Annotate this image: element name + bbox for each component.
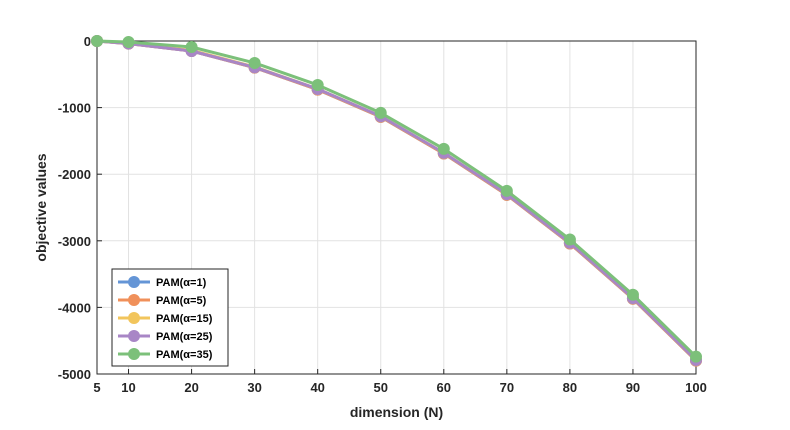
legend-label: PAM(α=15)	[156, 313, 213, 325]
legend-swatch-marker	[128, 276, 140, 288]
legend-swatch-marker	[128, 312, 140, 324]
legend-swatch-marker	[128, 330, 140, 342]
legend-item: PAM(α=5)	[118, 294, 207, 307]
y-tick-label: -4000	[58, 300, 91, 315]
y-tick-label: -2000	[58, 167, 91, 182]
x-tick-label: 10	[121, 380, 135, 395]
x-tick-label: 90	[626, 380, 640, 395]
legend-item: PAM(α=1)	[118, 276, 207, 289]
x-tick-label: 40	[310, 380, 324, 395]
x-axis-label: dimension (N)	[350, 404, 443, 420]
plot-frame	[96, 40, 697, 375]
data-point	[690, 350, 702, 363]
y-tick-label: -5000	[58, 367, 91, 382]
y-tick-label: -3000	[58, 234, 91, 249]
data-point	[374, 106, 387, 119]
data-point	[563, 233, 576, 246]
y-tick-label: 0	[84, 34, 91, 49]
series-5	[91, 35, 702, 363]
x-tick-label: 20	[184, 380, 198, 395]
y-axis-ticks: 0 -1000 -2000 -3000 -4000 -5000	[58, 34, 102, 382]
legend-swatch-marker	[128, 348, 140, 360]
data-point	[437, 142, 450, 155]
legend-item: PAM(α=35)	[118, 348, 213, 361]
legend-label: PAM(α=5)	[156, 295, 207, 307]
data-point	[500, 184, 513, 197]
legend-item: PAM(α=15)	[118, 312, 213, 325]
x-tick-label: 60	[437, 380, 451, 395]
x-tick-label: 5	[93, 380, 100, 395]
legend-label: PAM(α=35)	[156, 349, 213, 361]
data-point	[122, 35, 135, 48]
data-point	[91, 35, 103, 47]
x-tick-label: 30	[247, 380, 261, 395]
legend-item: PAM(α=25)	[118, 330, 213, 343]
x-tick-label: 80	[563, 380, 577, 395]
legend-swatch-marker	[128, 294, 140, 306]
x-tick-label: 70	[500, 380, 514, 395]
data-point	[248, 56, 261, 69]
x-axis-ticks: 5 10 20 30 40 50 60 70 80 90 100	[93, 369, 707, 395]
series-lines	[91, 35, 702, 367]
x-tick-label: 100	[685, 380, 707, 395]
legend-label: PAM(α=1)	[156, 277, 207, 289]
x-tick-label: 50	[374, 380, 388, 395]
legend-label: PAM(α=25)	[156, 331, 213, 343]
data-point	[311, 78, 324, 91]
y-tick-label: -1000	[58, 101, 91, 116]
legend: PAM(α=1) PAM(α=5) PAM(α=15) PAM(α=25) PAM(α=…	[111, 268, 229, 367]
y-axis-label: objective values	[33, 153, 49, 261]
data-point	[185, 40, 198, 53]
data-point	[626, 288, 639, 301]
